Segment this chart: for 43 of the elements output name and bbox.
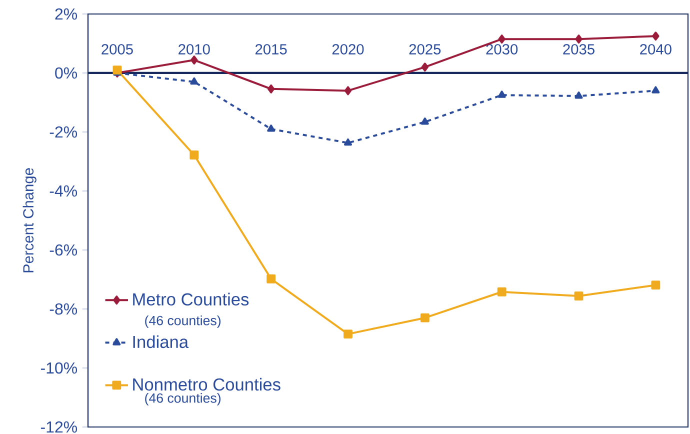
point [652,32,660,41]
x-tick-label: 2035 [563,44,594,54]
point [497,287,506,296]
point [574,92,583,99]
point [267,84,275,94]
y-tick-label: -8% [50,303,78,315]
y-tick-label: -10% [40,362,78,374]
legend-label: Metro Counties [133,292,249,306]
annotation: (46 counties) [145,315,220,328]
annotation: (46 counties) [145,393,220,406]
point [344,138,352,146]
point [190,56,198,64]
point [190,150,199,160]
point [266,274,276,284]
x-tick-label: 2020 [332,44,364,54]
point [575,34,582,44]
x-tick-label: 2010 [178,44,210,54]
point [421,62,429,72]
point [190,77,198,85]
point [420,313,430,322]
y-tick-label: 0% [55,67,78,79]
y-tick-label: -2% [50,126,78,138]
point [574,292,584,300]
point [651,280,660,290]
x-tick-label: 2005 [102,44,133,54]
point [498,90,506,98]
y-axis-title: Percent Change [22,168,36,272]
y-tick-label: -4% [50,185,78,197]
x-tick-label: 2030 [486,44,518,54]
point [267,124,276,132]
legend-label: Indiana [133,335,189,348]
point [344,330,352,339]
y-tick-label: 2% [55,8,78,20]
y-tick-label: -6% [50,244,78,256]
point [344,86,352,96]
y-tick-label: -12% [40,421,78,433]
x-tick-label: 2040 [640,44,672,54]
point [498,34,506,44]
x-tick-label: 2025 [409,44,441,54]
x-tick-label: 2015 [255,44,287,54]
legend-label: Nonmetro Counties [133,378,280,391]
point [652,86,660,94]
point [420,117,429,125]
